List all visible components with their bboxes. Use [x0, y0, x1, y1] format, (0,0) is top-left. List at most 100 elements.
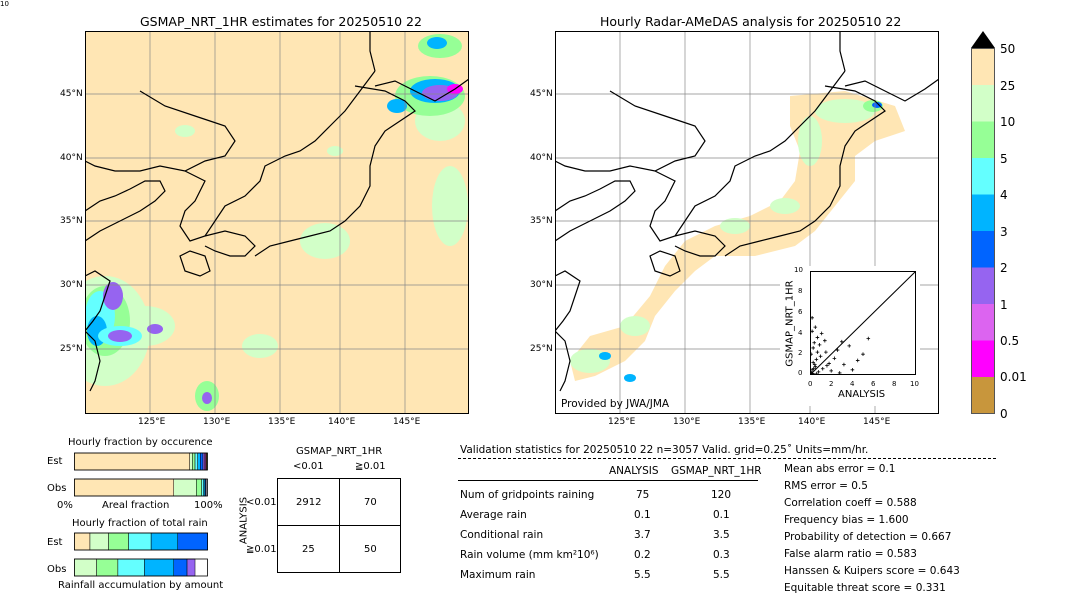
fraction-segment	[177, 532, 208, 551]
contingency-col-header: <0.01	[293, 461, 324, 472]
scatter-point	[811, 346, 815, 350]
scatter-point	[847, 344, 852, 348]
scatter-xtick: 6	[871, 380, 876, 388]
scatter-ytick: 6	[798, 308, 803, 316]
validation-row-label: Maximum rain	[460, 569, 536, 581]
left-lon-label: 130°E	[203, 417, 231, 427]
scatter-xtick: 10	[910, 380, 919, 388]
scatter-point	[814, 357, 819, 362]
left-map	[85, 31, 469, 414]
right-lat-label: 30°N	[530, 280, 553, 290]
validation-row-g: 3.5	[713, 529, 730, 541]
validation-row-g: 120	[711, 489, 732, 501]
validation-col-header: GSMAP_NRT_1HR	[671, 465, 762, 477]
score-line: Correlation coeff = 0.588	[784, 497, 917, 509]
scatter-plot	[810, 271, 916, 375]
scatter-point	[810, 370, 813, 374]
fraction-segment	[150, 532, 178, 551]
occurrence-row-label: Obs	[47, 483, 67, 494]
occurrence-xtick: 100%	[194, 500, 223, 511]
left-gridlines	[85, 31, 469, 414]
fraction-segment	[128, 532, 152, 551]
scatter-ytick: 4	[798, 329, 803, 337]
fraction-segment	[96, 558, 119, 577]
validation-row-a: 0.2	[634, 549, 651, 561]
colorbar-segment	[971, 303, 995, 341]
scatter-point	[842, 362, 846, 367]
colorbar-segment	[971, 340, 995, 377]
fraction-segment	[205, 478, 207, 497]
validation-divider	[458, 458, 996, 459]
scatter-point	[850, 368, 855, 372]
left-lon-label: 140°E	[328, 417, 356, 427]
scatter-xtick: 8	[892, 380, 897, 388]
validation-header: Validation statistics for 20250510 22 n=…	[460, 444, 869, 456]
contingency-cell: 70	[364, 497, 377, 508]
scatter-point	[855, 358, 860, 363]
left-lat-label: 35°N	[60, 216, 83, 226]
colorbar-segment	[971, 194, 995, 231]
fraction-segment	[173, 558, 188, 577]
fraction-segment	[189, 452, 193, 471]
fraction-segment	[194, 452, 198, 471]
right-coastline	[555, 31, 939, 392]
colorbar-label: 5	[1000, 152, 1008, 166]
fraction-segment	[173, 478, 197, 497]
validation-row-label: Rain volume (mm km²10⁶)	[460, 549, 599, 561]
score-line: RMS error = 0.5	[784, 480, 868, 492]
validation-rule	[458, 480, 758, 481]
fraction-segment	[74, 558, 97, 577]
occurrence-xtick: 0%	[57, 500, 73, 511]
scatter-ylabel: GSMAP_NRT_1HR	[784, 280, 796, 367]
scatter-point	[820, 366, 825, 371]
scatter-point	[829, 369, 833, 373]
score-line: Equitable threat score = 0.331	[784, 582, 946, 594]
scatter-xlabel: ANALYSIS	[838, 389, 886, 400]
colorbar-label: 3	[1000, 225, 1008, 239]
validation-row-a: 5.5	[634, 569, 651, 581]
left-map-title: GSMAP_NRT_1HR estimates for 20250510 22	[140, 14, 422, 29]
scatter-point	[835, 348, 840, 352]
score-line: Frequency bias = 1.600	[784, 514, 909, 526]
fraction-segment	[196, 478, 202, 497]
right-lon-label: 135°E	[738, 417, 766, 427]
scatter-point	[819, 331, 824, 336]
left-lat-label: 25°N	[60, 344, 83, 354]
total-rain-title: Hourly fraction of total rain	[72, 518, 208, 529]
right-lon-label: 130°E	[673, 417, 701, 427]
fraction-frame	[74, 532, 208, 551]
right-coverage-area	[570, 91, 905, 382]
validation-row-label: Conditional rain	[460, 529, 544, 541]
colorbar-label: 25	[1000, 79, 1016, 93]
scatter-point	[817, 343, 822, 347]
validation-row-a: 3.7	[634, 529, 651, 541]
fraction-segment	[197, 452, 201, 471]
contingency-cell: 2912	[296, 497, 322, 508]
score-line: Mean abs error = 0.1	[784, 463, 896, 475]
scatter-ytick: 10	[794, 266, 803, 274]
scatter-point	[815, 350, 820, 354]
fraction-frame	[74, 452, 208, 471]
right-map	[555, 31, 939, 414]
scatter-point	[810, 316, 814, 320]
scatter-point	[810, 329, 814, 334]
fraction-segment	[74, 532, 91, 551]
fraction-segment	[74, 478, 174, 497]
left-lat-label: 40°N	[60, 153, 83, 163]
score-line: Probability of detection = 0.667	[784, 531, 952, 543]
fraction-segment	[206, 452, 208, 471]
fraction-segment	[186, 558, 196, 577]
right-lat-label: 40°N	[530, 153, 553, 163]
occurrence-bars	[74, 452, 208, 497]
colorbar-label: 4	[1000, 188, 1008, 202]
scatter-point	[832, 356, 837, 361]
fraction-frame	[74, 558, 208, 577]
contingency-row-header: <0.01	[246, 497, 277, 508]
colorbar-label: 0.01	[1000, 370, 1027, 384]
colorbar-label: 1	[1000, 298, 1008, 312]
scatter-point	[810, 352, 813, 356]
fraction-segment	[144, 558, 174, 577]
scatter-point	[816, 370, 821, 374]
right-map-title: Hourly Radar-AMeDAS analysis for 2025051…	[600, 14, 902, 29]
fraction-segment	[117, 558, 145, 577]
